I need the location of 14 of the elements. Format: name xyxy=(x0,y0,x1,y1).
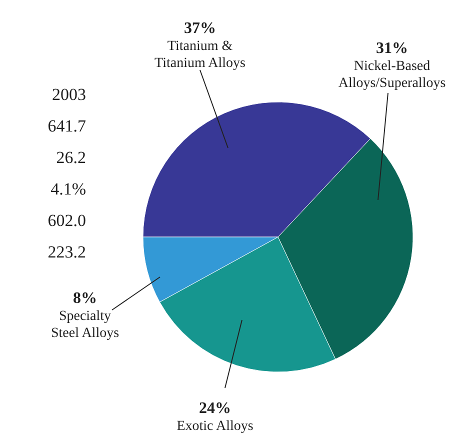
text: 641.7 xyxy=(48,116,86,136)
slice-label: Exotic Alloys xyxy=(176,419,254,434)
text: 26.2 xyxy=(56,148,86,167)
text: 602.0 xyxy=(48,211,86,230)
data-label: 37% xyxy=(184,20,216,37)
data-label: 31% xyxy=(376,40,408,57)
slice-label: Titanium & Titanium Alloys xyxy=(154,39,246,71)
data-label: 24% xyxy=(199,400,231,417)
data-label: 8% xyxy=(73,290,97,307)
slice-label: Specialty Steel Alloys xyxy=(50,309,120,341)
slice-label: Nickel-Based Alloys/Superalloys xyxy=(338,59,446,91)
text: 2003 xyxy=(52,85,86,104)
text: 223.2 xyxy=(48,242,86,262)
text: 4.1% xyxy=(50,180,86,198)
